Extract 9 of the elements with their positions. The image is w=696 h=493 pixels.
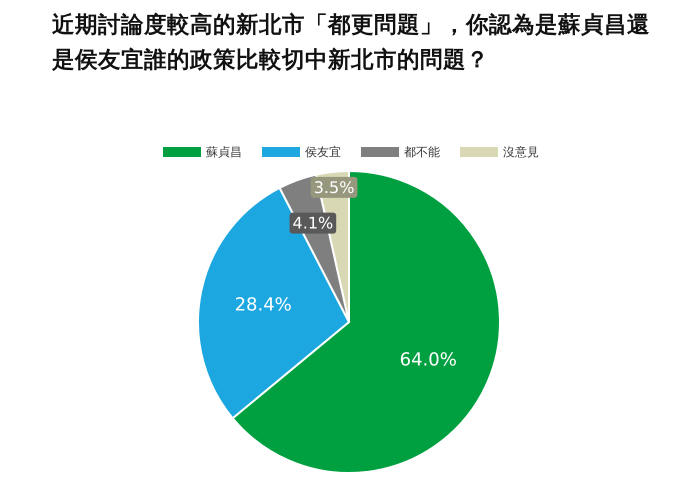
chart-title: 近期討論度較高的新北市「都更問題」，你認為是蘇貞昌還是侯友宜誰的政策比較切中新北市的問題？	[52, 11, 651, 75]
data-label: 4.1%	[292, 214, 334, 233]
legend-label: 蘇貞昌	[206, 145, 242, 159]
legend-label: 侯友宜	[305, 145, 341, 159]
data-label: 3.5%	[314, 178, 354, 197]
legend-label: 沒意見	[503, 145, 539, 159]
data-label: 28.4%	[234, 294, 292, 316]
data-label: 64.0%	[400, 349, 457, 370]
legend-label: 都不能	[404, 145, 440, 159]
